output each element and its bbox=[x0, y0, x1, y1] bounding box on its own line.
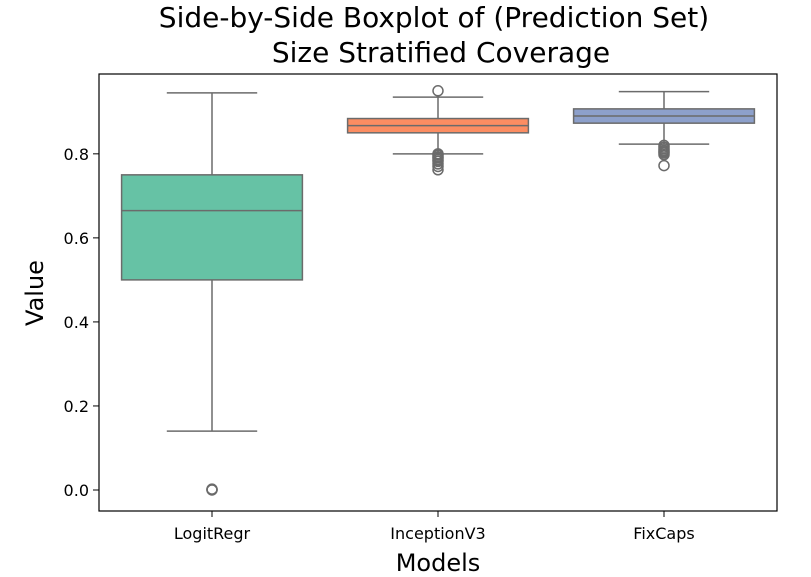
x-tick-label: InceptionV3 bbox=[390, 524, 485, 543]
chart-title-line-2: Size Stratified Coverage bbox=[272, 36, 610, 69]
x-axis-label: Models bbox=[396, 549, 481, 577]
y-tick-label: 0.4 bbox=[64, 313, 89, 332]
box-logitregr bbox=[120, 174, 304, 281]
y-tick-label: 0.0 bbox=[64, 481, 89, 500]
x-tick-label: FixCaps bbox=[633, 524, 694, 543]
box-group-inceptionv3 bbox=[346, 85, 530, 176]
outlier-point bbox=[432, 164, 444, 176]
y-axis-label: Value bbox=[21, 260, 49, 326]
outlier-point bbox=[432, 160, 444, 173]
y-tick-label: 0.2 bbox=[64, 397, 89, 416]
chart-title-line-1: Side-by-Side Boxplot of (Prediction Set) bbox=[159, 1, 709, 34]
outlier-point bbox=[206, 483, 218, 495]
y-tick-label: 0.8 bbox=[64, 145, 89, 164]
outlier-point bbox=[432, 85, 444, 97]
plot-area bbox=[120, 85, 756, 496]
plot-frame bbox=[98, 73, 778, 512]
y-axis-ticks: 0.0 0.2 0.4 0.6 0.8 bbox=[64, 145, 99, 500]
x-axis-ticks: LogitRegr InceptionV3 FixCaps bbox=[174, 511, 695, 543]
y-tick-label: 0.6 bbox=[64, 229, 89, 248]
box-group-logitregr bbox=[120, 92, 304, 496]
box-group-fixcaps bbox=[572, 90, 756, 172]
x-tick-label: LogitRegr bbox=[174, 524, 251, 543]
outlier-point bbox=[658, 159, 670, 172]
outlier-point bbox=[658, 148, 670, 161]
